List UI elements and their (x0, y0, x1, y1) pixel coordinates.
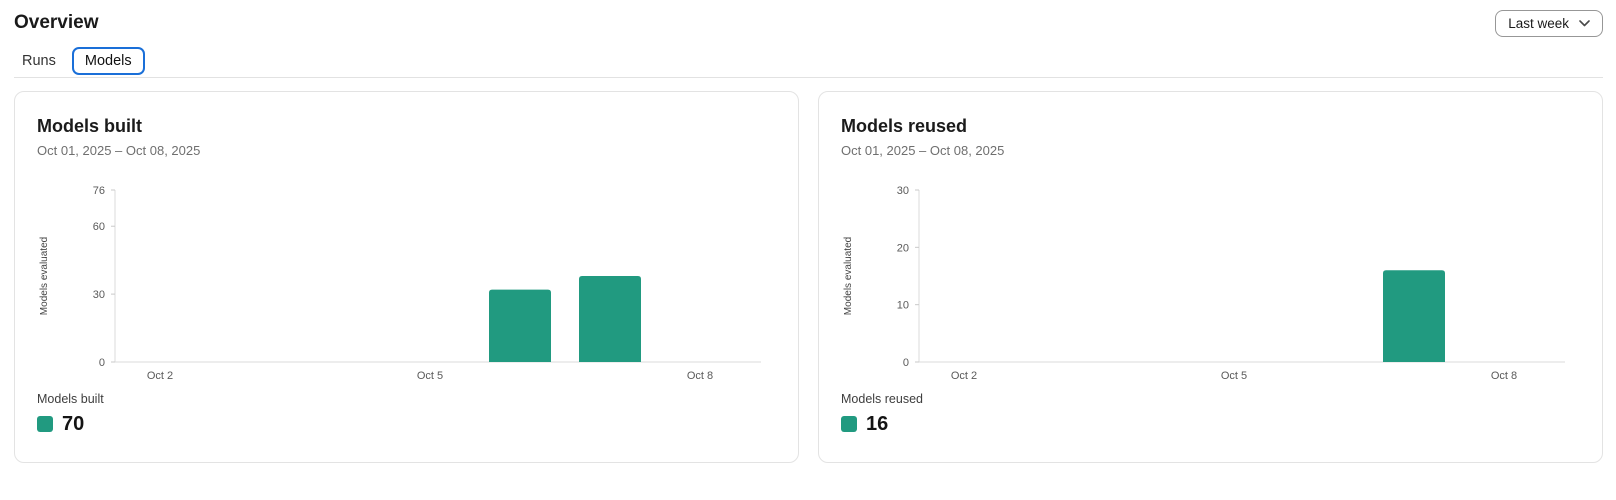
legend-series-label: Models built (37, 392, 104, 406)
card-date-range: Oct 01, 2025 – Oct 08, 2025 (37, 143, 201, 158)
y-tick-label: 30 (897, 185, 909, 197)
legend-row: 70 (37, 414, 776, 434)
time-range-label: Last week (1508, 15, 1569, 31)
bar-oct-6[interactable] (489, 289, 551, 362)
x-tick-label: Oct 5 (417, 370, 443, 382)
tab-runs[interactable]: Runs (14, 48, 64, 74)
y-tick-label: 10 (897, 300, 909, 312)
y-tick-label: 20 (897, 242, 909, 254)
card-title: Models reused (841, 116, 968, 136)
page-header: Overview Last week (14, 0, 1603, 37)
y-tick-label: 0 (99, 357, 105, 369)
models-built-chart: Models evaluated 0 30 60 76 Oct 2 Oct 5 Oct 8 (39, 185, 761, 382)
x-tick-label: Oct 8 (1491, 370, 1517, 382)
y-tick-label: 60 (93, 221, 105, 233)
legend-series-label: Models reused (841, 392, 923, 406)
legend-total-value: 16 (866, 413, 889, 435)
card-date-range: Oct 01, 2025 – Oct 08, 2025 (841, 143, 1005, 158)
x-tick-label: Oct 5 (1221, 370, 1247, 382)
legend-row: 16 (841, 414, 1580, 434)
y-tick-label: 0 (903, 357, 909, 369)
tab-bar: Runs Models (14, 44, 1603, 78)
x-tick-label: Oct 2 (147, 370, 173, 382)
y-tick-label: 76 (93, 185, 105, 197)
models-reused-card: Models reused Oct 01, 2025 – Oct 08, 202… (818, 91, 1603, 463)
y-axis-label: Models evaluated (39, 237, 50, 315)
bar-oct-7[interactable] (1383, 270, 1445, 362)
chart-cards-row: Models built Oct 01, 2025 – Oct 08, 2025… (14, 91, 1603, 463)
page: Overview Last week Runs Models Models bu… (14, 0, 1603, 463)
time-range-dropdown[interactable]: Last week (1495, 9, 1603, 37)
legend-total-value: 70 (62, 413, 85, 435)
x-tick-label: Oct 8 (687, 370, 713, 382)
x-tick-label: Oct 2 (951, 370, 977, 382)
models-built-card: Models built Oct 01, 2025 – Oct 08, 2025… (14, 91, 799, 463)
bar-oct-7[interactable] (579, 276, 641, 362)
models-reused-chart: Models evaluated 0 10 20 30 Oct 2 Oct 5 Oct 8 (843, 185, 1565, 382)
y-axis-label: Models evaluated (843, 237, 854, 315)
legend-color-swatch (37, 416, 53, 432)
card-title: Models built (37, 116, 142, 136)
y-tick-label: 30 (93, 289, 105, 301)
chevron-down-icon (1579, 19, 1590, 27)
legend-color-swatch (841, 416, 857, 432)
tab-models[interactable]: Models (71, 46, 145, 75)
page-title: Overview (14, 12, 99, 33)
